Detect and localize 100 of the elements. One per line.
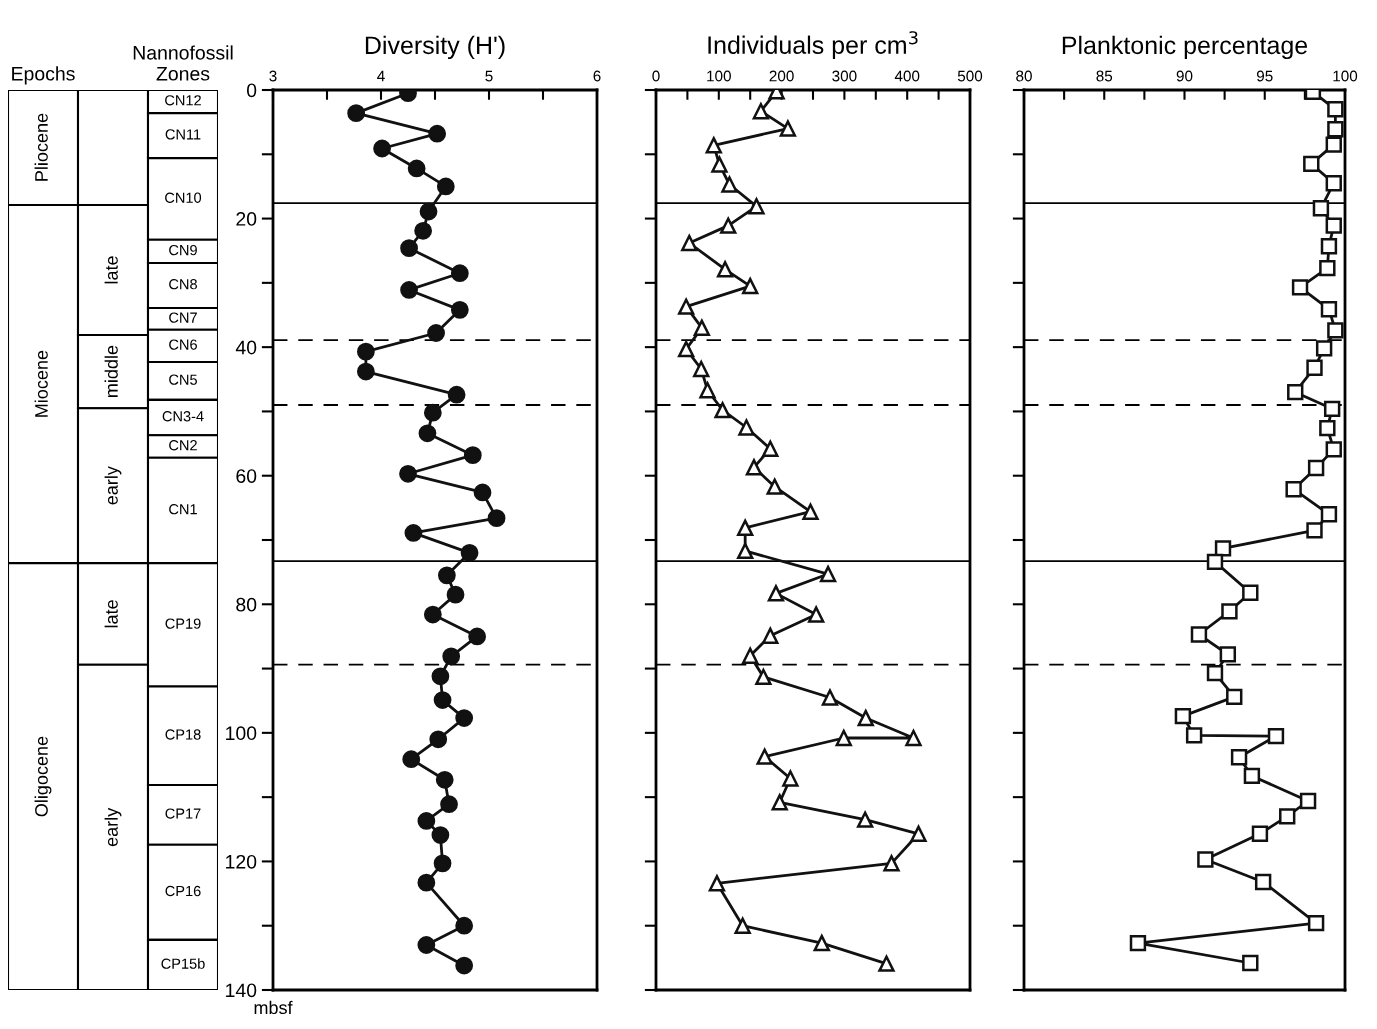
x-tick-label: 3: [269, 70, 277, 82]
point: [399, 464, 417, 483]
point: [433, 854, 452, 873]
point: [1303, 155, 1320, 173]
point: [402, 750, 421, 769]
point: [442, 647, 461, 666]
data-label: CP18: [165, 729, 201, 740]
point: [721, 176, 738, 193]
point: [819, 565, 837, 583]
data-label: CN8: [169, 279, 197, 290]
data-label: CP16: [165, 885, 201, 897]
data-label: early: [104, 466, 122, 505]
chart-title: Planktonic percentage: [1062, 35, 1308, 60]
point: [720, 217, 737, 234]
point: [835, 729, 852, 747]
point: [373, 139, 391, 158]
chart-title: Diversity (H'): [365, 35, 505, 60]
point: [910, 825, 927, 842]
point: [414, 221, 433, 240]
point: [418, 424, 437, 443]
x-tick-label: 5: [485, 70, 493, 82]
data-label: middle: [104, 345, 118, 397]
data-label: CN2: [169, 440, 197, 451]
point: [1323, 400, 1341, 418]
point: [762, 627, 779, 644]
x-tick-label: 500: [957, 70, 983, 82]
point: [473, 483, 492, 502]
point: [450, 264, 469, 283]
point: [1242, 584, 1259, 601]
point: [1320, 301, 1338, 318]
point: [1291, 279, 1309, 296]
point: [435, 770, 454, 789]
x-tick-label: 400: [894, 70, 920, 82]
point: [1327, 101, 1344, 118]
point: [423, 403, 442, 422]
x-tick-label: 4: [377, 70, 385, 82]
point: [771, 794, 788, 811]
y-tick-label: 20: [236, 212, 257, 226]
point: [347, 104, 366, 123]
x-tick-label: 100: [707, 70, 731, 82]
text: mbsf: [254, 1000, 293, 1015]
data-label: late: [104, 600, 118, 628]
point: [756, 748, 773, 765]
data-label: Pliocene: [34, 113, 48, 181]
point: [427, 324, 445, 342]
point: [446, 585, 465, 604]
point: [802, 503, 819, 520]
point: [681, 234, 698, 252]
point: [1319, 419, 1336, 437]
y-tick-label: 120: [226, 854, 257, 869]
point: [404, 524, 423, 542]
point: [1306, 522, 1323, 539]
point: [1325, 175, 1342, 192]
point: [807, 606, 825, 623]
x-tick-label: 6: [593, 70, 601, 82]
point: [436, 177, 455, 196]
point: [762, 440, 779, 457]
point: [745, 459, 763, 476]
point: [1312, 200, 1330, 217]
x-tick-label: 90: [1176, 70, 1193, 82]
data-label: CP15b: [161, 958, 205, 969]
data-label: CN1: [169, 504, 197, 515]
x-tick-label: Nannofossil Zones: [133, 45, 233, 81]
point: [738, 419, 755, 436]
point: [821, 689, 839, 706]
point: [1320, 506, 1338, 523]
point: [400, 239, 418, 258]
point: [1226, 688, 1243, 706]
point: [1320, 238, 1338, 255]
point: [419, 202, 438, 221]
point: [1214, 540, 1232, 557]
point: [736, 519, 754, 536]
point: [905, 729, 922, 747]
point: [455, 709, 474, 727]
data-label: CN3-4: [162, 411, 204, 422]
point: [423, 605, 442, 624]
point: [1306, 359, 1323, 376]
point: [1267, 727, 1285, 745]
data-label: early: [104, 807, 122, 847]
point: [714, 401, 731, 419]
point: [708, 875, 726, 892]
point: [779, 120, 797, 137]
x-tick-label: 300: [832, 70, 857, 82]
point: [883, 855, 900, 872]
point: [433, 691, 452, 709]
point: [755, 668, 772, 686]
point: [1327, 322, 1344, 339]
point: [428, 124, 447, 143]
point: [1129, 934, 1147, 952]
data-label: CN11: [165, 129, 201, 140]
point: [1174, 707, 1192, 725]
point: [734, 917, 751, 934]
point: [1251, 825, 1269, 842]
x-tick-label: 200: [769, 70, 794, 82]
point: [736, 542, 754, 560]
point: [417, 936, 436, 954]
data-label: CN6: [169, 339, 197, 350]
point: [742, 647, 759, 664]
point: [856, 811, 874, 828]
data-label: CN5: [169, 374, 197, 385]
